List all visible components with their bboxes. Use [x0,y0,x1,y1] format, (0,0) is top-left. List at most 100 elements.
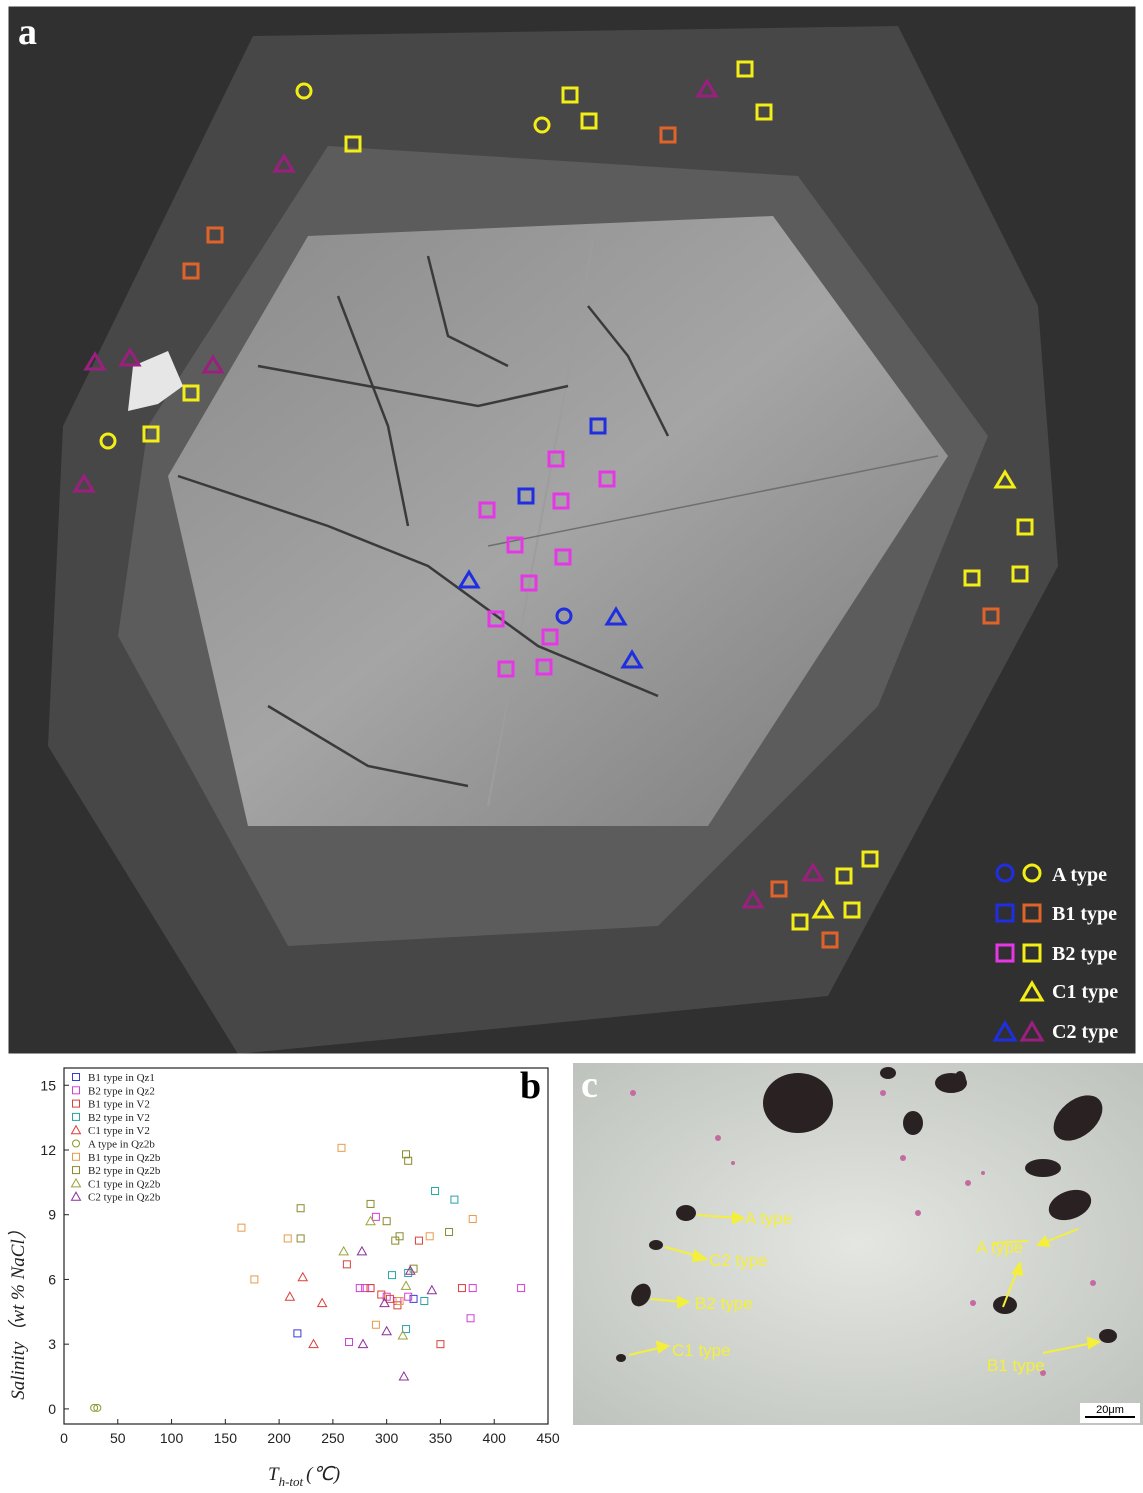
legend-entry-label: A type in Qz2b [88,1139,155,1151]
data-point [458,1285,465,1292]
x-tick-label: 350 [429,1430,453,1446]
y-tick-label: 0 [48,1401,56,1417]
x-axis-title-sub: h-tot [279,1474,304,1488]
data-point [318,1299,327,1307]
x-tick-label: 250 [321,1430,345,1446]
data-point [294,1330,301,1337]
scatter-chart-panel: 0 50 100 150 200 250 300 350 400 450 0 3 6 9 12 15 B1 t… [0,1060,570,1488]
legend-marker [72,1179,81,1187]
legend-b2-label: B2 type [1052,943,1117,965]
data-point [238,1224,245,1231]
data-point [362,1285,369,1292]
legend-marker [72,1192,81,1200]
micrograph-panel: A type C2 type B2 type C1 type A type B1… [573,1063,1143,1425]
data-point [396,1233,403,1240]
data-point [297,1205,304,1212]
legend-c2-label: C2 type [1052,1021,1118,1043]
legend-marker [73,1100,80,1107]
data-point [343,1261,350,1268]
legend-entry-label: B2 type in Qz2 [88,1085,155,1097]
data-point [346,1339,353,1346]
data-point [383,1218,390,1225]
data-point [389,1272,396,1279]
x-tick-label: 50 [110,1430,126,1446]
data-point [372,1213,379,1220]
data-point [285,1292,294,1300]
data-point [394,1298,401,1305]
data-point [298,1273,307,1281]
y-tick-label: 9 [48,1207,56,1223]
x-tick-label: 100 [160,1430,184,1446]
legend-a-label: A type [1052,864,1107,886]
legend-marker [73,1113,80,1120]
c-label-a-type-right: A type [976,1238,1023,1257]
legend-entry-label: B1 type in Qz1 [88,1072,155,1084]
data-point [357,1247,366,1255]
data-point [396,1298,403,1305]
legend-marker [72,1126,81,1134]
x-tick-label: 200 [267,1430,291,1446]
data-point [427,1286,436,1294]
scatter-chart: 0 50 100 150 200 250 300 350 400 450 0 3 6 9 12 15 B1 t… [0,1060,570,1488]
data-point [402,1281,411,1289]
data-point [251,1276,258,1283]
data-point [367,1285,374,1292]
data-point [359,1340,368,1348]
c-label-c2-type: C2 type [709,1251,768,1270]
x-tick-label: 150 [214,1430,238,1446]
data-point [467,1315,474,1322]
data-point [415,1237,422,1244]
data-point [469,1216,476,1223]
data-point [394,1302,401,1309]
data-point [405,1293,412,1300]
x-tick-label: 0 [60,1430,68,1446]
c-label-a-type-left: A type [745,1209,792,1228]
y-axis-title: Salinity（wt % NaCl） [7,1220,29,1399]
x-tick-label: 450 [536,1430,560,1446]
x-tick-label: 400 [483,1430,507,1446]
legend-marker [73,1167,80,1174]
panel-a-letter: a [18,10,37,54]
legend-marker [73,1140,80,1147]
data-point [410,1295,417,1302]
data-point [405,1157,412,1164]
legend-b1-label: B1 type [1052,903,1117,925]
data-point [356,1285,363,1292]
data-point [469,1285,476,1292]
x-axis-title-unit: (℃) [306,1464,340,1485]
data-point [367,1285,374,1292]
data-point [372,1321,379,1328]
legend-entry-label: B2 type in V2 [88,1112,150,1124]
y-tick-label: 6 [48,1271,56,1287]
data-point [309,1340,318,1348]
data-point [367,1200,374,1207]
legend-marker [73,1153,80,1160]
data-point [403,1151,410,1158]
data-point [451,1196,458,1203]
data-point [339,1247,348,1255]
micrograph-image: A type C2 type B2 type C1 type A type B1… [573,1063,1143,1425]
legend-entry-label: C2 type in Qz2b [88,1192,161,1204]
legend-entry-label: B1 type in V2 [88,1099,150,1111]
legend-entry-label: B1 type in Qz2b [88,1152,161,1164]
data-point [421,1298,428,1305]
c-label-c1-type: C1 type [672,1341,731,1360]
legend-entry-label: C1 type in Qz2b [88,1178,161,1190]
legend-marker [73,1074,80,1081]
panel-c-letter: c [581,1063,598,1107]
y-tick-label: 3 [48,1336,56,1352]
data-point [284,1235,291,1242]
data-point [446,1228,453,1235]
data-point [297,1235,304,1242]
y-tick-label: 15 [40,1077,56,1093]
x-tick-label: 300 [375,1430,399,1446]
legend-c1-label: C1 type [1052,981,1118,1003]
c-label-b2-type: B2 type [695,1294,753,1313]
scale-bar-label: 20μm [1096,1404,1124,1416]
y-tick-label: 12 [40,1142,56,1158]
data-point [378,1291,385,1298]
data-point [518,1285,525,1292]
data-point [338,1144,345,1151]
data-point [426,1233,433,1240]
